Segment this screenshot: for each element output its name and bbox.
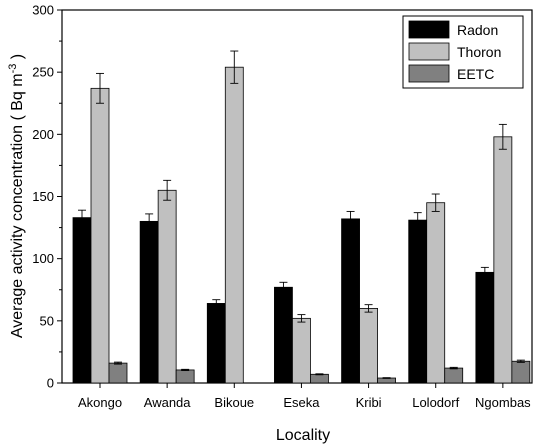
- bar-eetc-akongo: [108, 362, 128, 384]
- y-axis-title-main: Average activity concentration ( Bq m: [9, 73, 26, 338]
- x-tick-label: Eseka: [283, 395, 320, 410]
- bar-thoron-bikoue: [224, 66, 244, 384]
- x-tick-label: Ngombas: [475, 395, 531, 410]
- bar-thoron-akongo: [90, 87, 110, 384]
- bar-eetc-ngombas: [511, 360, 531, 384]
- legend-label-eetc: EETC: [457, 66, 494, 82]
- y-tick-label: 100: [32, 251, 54, 266]
- bar-radon-lolodorf: [408, 219, 428, 384]
- y-axis: 0 50 100 150 200 250 300: [32, 3, 62, 391]
- bar-thoron-kribi: [359, 307, 378, 384]
- bar-radon-kribi: [341, 218, 360, 384]
- y-tick-label: 250: [32, 65, 54, 80]
- y-axis-title: Average activity concentration ( Bq m-3 …: [7, 54, 26, 338]
- legend-label-thoron: Thoron: [457, 44, 501, 60]
- x-tick-label: Bikoue: [214, 395, 254, 410]
- bar-thoron-awanda: [157, 189, 177, 384]
- x-axis: Akongo Awanda Bikoue Eseka Kribi Lolodorf Ngom…: [78, 383, 531, 410]
- legend-swatch-eetc: [408, 64, 450, 83]
- y-tick-label: 50: [40, 313, 54, 328]
- y-axis-title-tail: ): [9, 54, 26, 64]
- bars-group: [72, 66, 531, 384]
- x-tick-label: Akongo: [78, 395, 122, 410]
- x-tick-label: Lolodorf: [412, 395, 459, 410]
- x-axis-title: Locality: [276, 427, 330, 444]
- y-tick-label: 150: [32, 189, 54, 204]
- legend: Radon Thoron EETC: [402, 15, 524, 89]
- x-tick-label: Awanda: [144, 395, 192, 410]
- legend-label-radon: Radon: [457, 22, 498, 38]
- bar-radon-awanda: [139, 220, 159, 384]
- error-bars-group: [78, 50, 525, 379]
- bar-radon-ngombas: [475, 271, 495, 384]
- bar-eetc-eseka: [310, 373, 329, 384]
- bar-eetc-lolodorf: [444, 367, 464, 384]
- y-tick-label: 200: [32, 127, 54, 142]
- legend-swatch-thoron: [408, 42, 450, 61]
- bar-thoron-eseka: [292, 317, 311, 384]
- y-tick-label: 0: [47, 376, 54, 391]
- y-axis-title-sup: -3: [7, 64, 19, 74]
- y-tick-label: 300: [32, 3, 54, 18]
- bar-radon-eseka: [274, 286, 293, 384]
- bar-eetc-awanda: [175, 369, 195, 384]
- bar-radon-bikoue: [206, 303, 226, 384]
- x-tick-label: Kribi: [356, 395, 382, 410]
- legend-swatch-radon: [408, 20, 450, 39]
- bar-radon-akongo: [72, 217, 92, 384]
- bar-thoron-ngombas: [493, 136, 513, 384]
- bar-thoron-lolodorf: [426, 202, 446, 384]
